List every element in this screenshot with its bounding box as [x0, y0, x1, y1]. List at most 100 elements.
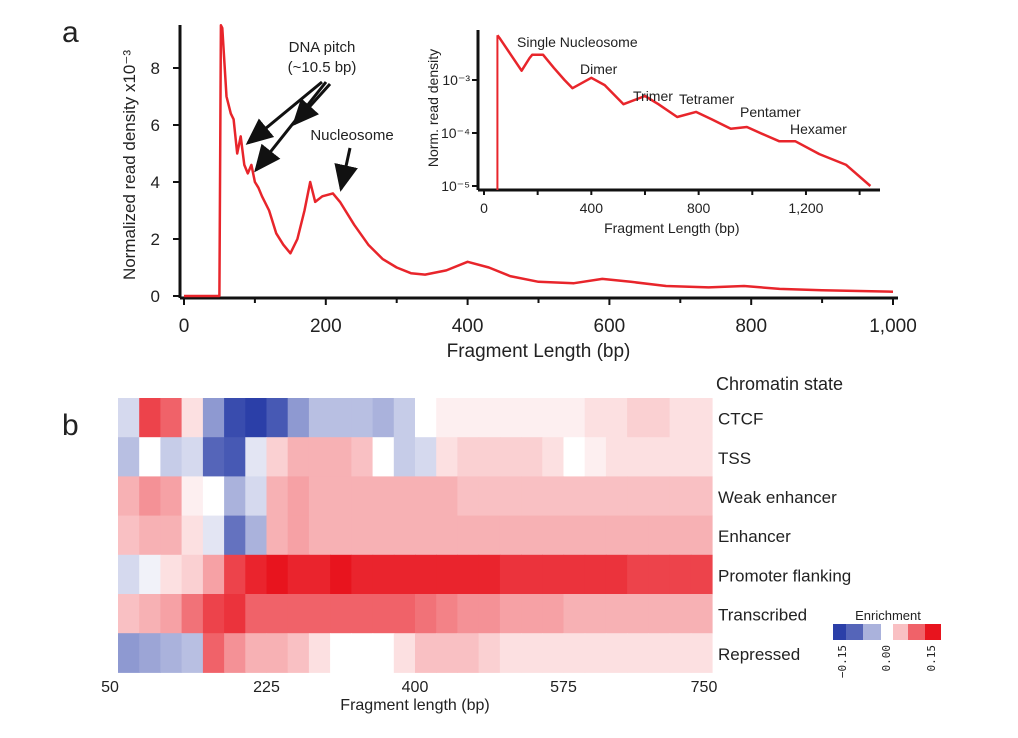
heatmap-cell [669, 633, 692, 673]
panel-label-a: a [62, 16, 79, 49]
heatmap-cell [542, 594, 565, 634]
heatmap-cell [245, 398, 268, 438]
colorbar-swatch [908, 624, 925, 640]
heatmap-cell [266, 594, 289, 634]
heatmap-cell [393, 554, 416, 595]
heatmap-cell [415, 515, 437, 556]
heatmap-cell [118, 476, 140, 517]
heatmap-cell [499, 476, 522, 517]
heatmap-cell [436, 594, 458, 634]
heatmap-cell [372, 398, 395, 438]
heatmap-cell [690, 554, 713, 595]
heatmap-cell [521, 515, 543, 556]
heatmap-cell [584, 515, 607, 556]
heatmap-cell [393, 398, 416, 438]
heatmap-cell [224, 633, 246, 673]
heatmap-cell [393, 515, 416, 556]
heatmap-cell [457, 633, 480, 673]
heatmap-cell [648, 476, 671, 517]
heatmap-cell [605, 554, 628, 595]
heatmap-cell [648, 398, 671, 438]
annotation-arrow [291, 82, 332, 127]
heatmap-cell [372, 437, 395, 477]
data-line [184, 24, 894, 298]
heatmap-cell [287, 398, 310, 438]
x-tick-label: 200 [310, 316, 342, 337]
heatmap-cell [224, 476, 246, 517]
heatmap-cell [436, 476, 458, 517]
heatmap-cell [351, 437, 374, 477]
colorbar-swatch [863, 624, 881, 640]
heatmap-cell [563, 398, 586, 438]
heatmap-cell [351, 554, 374, 595]
heatmap-cell [690, 633, 713, 673]
heatmap-cell [478, 633, 501, 673]
heatmap-cell [245, 515, 268, 556]
heatmap-cell [499, 554, 522, 595]
heatmap-cell [415, 437, 437, 477]
heatmap-cell [287, 437, 310, 477]
heatmap-cell [690, 437, 713, 477]
heatmap-cell [160, 515, 183, 556]
colorbar-tick-label: −0.15 [836, 645, 849, 678]
heatmap-cell [436, 515, 458, 556]
heatmap-cell [627, 633, 649, 673]
annotation-arrow [334, 147, 358, 192]
heatmap-cell [478, 398, 501, 438]
colorbar-tick-label: 0.15 [925, 645, 938, 672]
heatmap-cell [584, 594, 607, 634]
heatmap-cell [627, 554, 649, 595]
heatmap-cell [393, 594, 416, 634]
heatmap-cell [181, 398, 204, 438]
heatmap-cell [372, 476, 395, 517]
heatmap-cell [499, 515, 522, 556]
heatmap-cell [118, 515, 140, 556]
heatmap-cell [584, 398, 607, 438]
heatmap-cell [351, 594, 374, 634]
heatmap-cell [415, 594, 437, 634]
heatmap-cell [563, 554, 586, 595]
heatmap-cell [139, 594, 161, 634]
heatmap-cell [224, 594, 246, 634]
heatmap-cell [499, 594, 522, 634]
row-header: Chromatin state [716, 374, 843, 394]
row-label: Enhancer [718, 527, 791, 546]
main-line-chart: 0 200 400 600 800 1,000 0 2 4 6 8 Fragment Length (… [120, 24, 917, 362]
heatmap-cell [669, 515, 692, 556]
heatmap-cell [287, 554, 310, 595]
colorbar-title: Enrichment [855, 608, 921, 623]
inset-annotation: Dimer [580, 61, 618, 77]
y-axis-label: Normalized read density x10⁻³ [120, 50, 139, 280]
heatmap-cell [372, 633, 395, 673]
heatmap-cell [457, 594, 480, 634]
heatmap-cell [478, 554, 501, 595]
heatmap-cell [287, 476, 310, 517]
heatmap-cell [521, 437, 543, 477]
colorbar-swatch [925, 624, 941, 640]
x-tick-label: 50 [101, 679, 119, 696]
heatmap-cell [202, 437, 225, 477]
row-label: Transcribed [718, 606, 807, 625]
y-tick-label: 4 [151, 173, 160, 192]
heatmap-cell [415, 554, 437, 595]
inset-x-tick-label: 1,200 [788, 200, 823, 216]
heatmap-cell [266, 515, 289, 556]
heatmap-cell [584, 633, 607, 673]
heatmap-cell [521, 554, 543, 595]
heatmap-cell [605, 633, 628, 673]
heatmap-cell [245, 633, 268, 673]
heatmap-cell [627, 437, 649, 477]
x-tick-label: 575 [550, 679, 577, 696]
heatmap-cell [202, 594, 225, 634]
heatmap-cell [139, 437, 161, 477]
heatmap-cell [308, 594, 331, 634]
annotation-arrow [254, 81, 328, 173]
heatmap-cell [436, 633, 458, 673]
heatmap-cell [266, 437, 289, 477]
heatmap-cell [605, 398, 628, 438]
heatmap-cell [499, 633, 522, 673]
heatmap-cell [393, 476, 416, 517]
heatmap-cell [245, 476, 268, 517]
heatmap-cell [563, 437, 586, 477]
heatmap-cell [521, 633, 543, 673]
